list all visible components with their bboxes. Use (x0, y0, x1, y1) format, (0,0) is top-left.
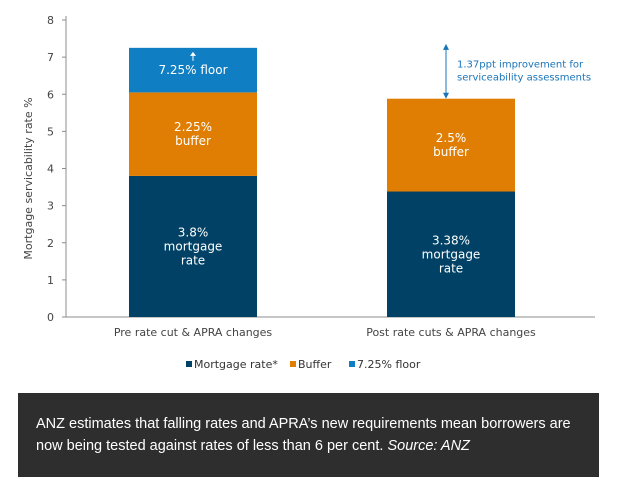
y-tick-label: 0 (47, 311, 54, 324)
y-tick-label: 1 (47, 274, 54, 287)
bar-label: 7.25% floor (158, 63, 227, 77)
bar-label: rate (181, 253, 205, 267)
legend-swatch (349, 361, 355, 367)
bar-label: 3.38% (432, 233, 470, 247)
annotation-text: 1.37ppt improvement for (457, 59, 584, 70)
annotation-text: serviceability assessments (457, 72, 591, 83)
bar-label: mortgage (422, 247, 481, 261)
caption: ANZ estimates that falling rates and APR… (18, 393, 599, 477)
bar-label: rate (439, 261, 463, 275)
y-tick-label: 6 (47, 88, 54, 101)
stacked-bar-chart: 0 1 2 3 4 5 6 7 8 Mortgage servicability rate % Pr… (22, 14, 595, 371)
legend-label: 7.25% floor (357, 358, 421, 371)
legend-swatch (186, 361, 192, 367)
y-tick-label: 3 (47, 200, 54, 213)
caption-text: ANZ estimates that falling rates and APR… (36, 416, 571, 454)
y-tick-label: 8 (47, 14, 54, 27)
chart: 0 1 2 3 4 5 6 7 8 Mortgage servicability rate % Pr… (22, 14, 595, 371)
y-tick-label: 4 (47, 163, 54, 176)
y-tick-label: 5 (47, 125, 54, 138)
bar-label: buffer (433, 145, 469, 159)
annotation-arrow-up-icon (443, 43, 449, 50)
annotation-arrow-down-icon (443, 92, 449, 99)
y-tick-label: 2 (47, 237, 54, 250)
caption-source: Source: ANZ (387, 438, 470, 454)
floor-arrow-head-icon (190, 51, 196, 56)
x-tick-label: Pre rate cut & APRA changes (114, 326, 273, 339)
bar-label: 2.25% (174, 120, 212, 134)
bar-segment (387, 191, 515, 317)
bar-segment (387, 98, 515, 192)
y-tick-label: 7 (47, 51, 54, 64)
legend-label: Mortgage rate* (194, 358, 278, 371)
x-tick-label: Post rate cuts & APRA changes (366, 326, 536, 339)
bar-label: 3.8% (178, 225, 209, 239)
bar-label: 2.5% (436, 131, 467, 145)
legend-label: Buffer (298, 358, 332, 371)
bar-label: mortgage (164, 239, 223, 253)
y-axis-title: Mortgage servicability rate % (22, 97, 35, 259)
bar-label: buffer (175, 134, 211, 148)
legend-swatch (290, 361, 296, 367)
bar-segment (129, 92, 257, 176)
bar-segment (129, 175, 257, 317)
